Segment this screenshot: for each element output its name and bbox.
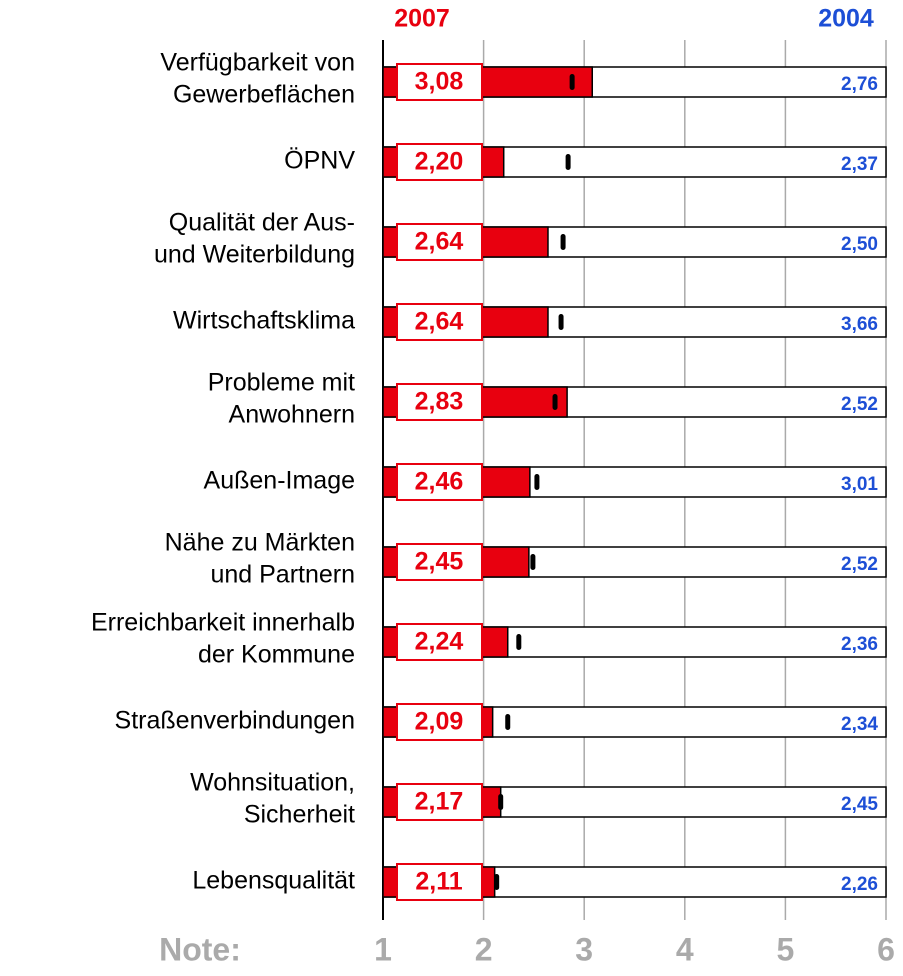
marker bbox=[534, 474, 540, 490]
value-label-2004: 2,52 bbox=[841, 394, 878, 415]
x-axis-label: Note: bbox=[159, 931, 241, 967]
marker bbox=[498, 794, 504, 810]
category-label: und Weiterbildung bbox=[154, 241, 355, 269]
label-box bbox=[396, 463, 483, 501]
value-label: 2,64 bbox=[415, 228, 464, 256]
label-box bbox=[396, 383, 483, 421]
legend-2007: 2007 bbox=[394, 5, 450, 33]
label-box bbox=[396, 63, 483, 101]
category-label: Lebensqualität bbox=[192, 867, 355, 895]
category-label: Erreichbarkeit innerhalb bbox=[91, 609, 355, 637]
category-label: Qualität der Aus- bbox=[169, 209, 355, 237]
value-label-2004: 3,66 bbox=[841, 314, 878, 335]
value-label: 2,17 bbox=[415, 788, 464, 816]
marker bbox=[558, 314, 564, 330]
value-label-2004: 2,45 bbox=[841, 794, 878, 815]
x-tick-label: 2 bbox=[475, 931, 493, 967]
marker bbox=[516, 634, 522, 650]
label-box bbox=[396, 303, 483, 341]
x-tick-label: 5 bbox=[777, 931, 795, 967]
x-tick-label: 1 bbox=[374, 931, 392, 967]
marker bbox=[560, 234, 566, 250]
value-label-2004: 2,50 bbox=[841, 234, 878, 255]
label-box bbox=[396, 623, 483, 661]
category-label: Wohnsituation, bbox=[190, 769, 355, 797]
value-label: 2,45 bbox=[415, 548, 464, 576]
value-label-2004: 2,34 bbox=[841, 714, 878, 735]
value-label: 2,20 bbox=[415, 148, 464, 176]
marker bbox=[565, 154, 571, 170]
value-label: 2,46 bbox=[415, 468, 464, 496]
marker bbox=[530, 554, 536, 570]
marker bbox=[505, 714, 511, 730]
value-label: 2,09 bbox=[415, 708, 464, 736]
legend-2004: 2004 bbox=[818, 5, 874, 33]
category-label: Gewerbeflächen bbox=[173, 81, 355, 109]
x-tick-label: 4 bbox=[676, 931, 694, 967]
marker bbox=[569, 74, 575, 90]
label-box bbox=[396, 143, 483, 181]
value-label-2004: 2,37 bbox=[841, 154, 878, 175]
value-label-2004: 2,36 bbox=[841, 634, 878, 655]
value-label: 2,83 bbox=[415, 388, 464, 416]
category-label: Straßenverbindungen bbox=[115, 707, 355, 735]
value-label: 2,11 bbox=[415, 868, 462, 896]
value-label-2004: 2,52 bbox=[841, 554, 878, 575]
value-label: 2,64 bbox=[415, 308, 464, 336]
category-label: Probleme mit bbox=[208, 369, 355, 397]
category-label: Außen-Image bbox=[204, 467, 355, 495]
label-box bbox=[396, 863, 483, 901]
value-label: 3,08 bbox=[415, 68, 464, 96]
label-box bbox=[396, 543, 483, 581]
category-label: und Partnern bbox=[210, 561, 355, 589]
x-tick-label: 6 bbox=[877, 931, 895, 967]
marker bbox=[552, 394, 558, 410]
category-label: ÖPNV bbox=[284, 147, 355, 175]
category-label: Wirtschaftsklima bbox=[173, 307, 355, 335]
category-label: Nähe zu Märkten bbox=[165, 529, 355, 557]
marker bbox=[494, 874, 500, 890]
x-tick-label: 3 bbox=[575, 931, 593, 967]
label-box bbox=[396, 783, 483, 821]
label-box bbox=[396, 703, 483, 741]
category-label: Anwohnern bbox=[229, 401, 355, 429]
value-label-2004: 2,76 bbox=[841, 74, 878, 95]
category-label: der Kommune bbox=[198, 641, 355, 669]
category-label: Verfügbarkeit von bbox=[160, 49, 355, 77]
value-label-2004: 3,01 bbox=[841, 474, 878, 495]
category-label: Sicherheit bbox=[244, 801, 355, 829]
value-label-2004: 2,26 bbox=[841, 874, 878, 895]
value-label: 2,24 bbox=[415, 628, 464, 656]
label-box bbox=[396, 223, 483, 261]
